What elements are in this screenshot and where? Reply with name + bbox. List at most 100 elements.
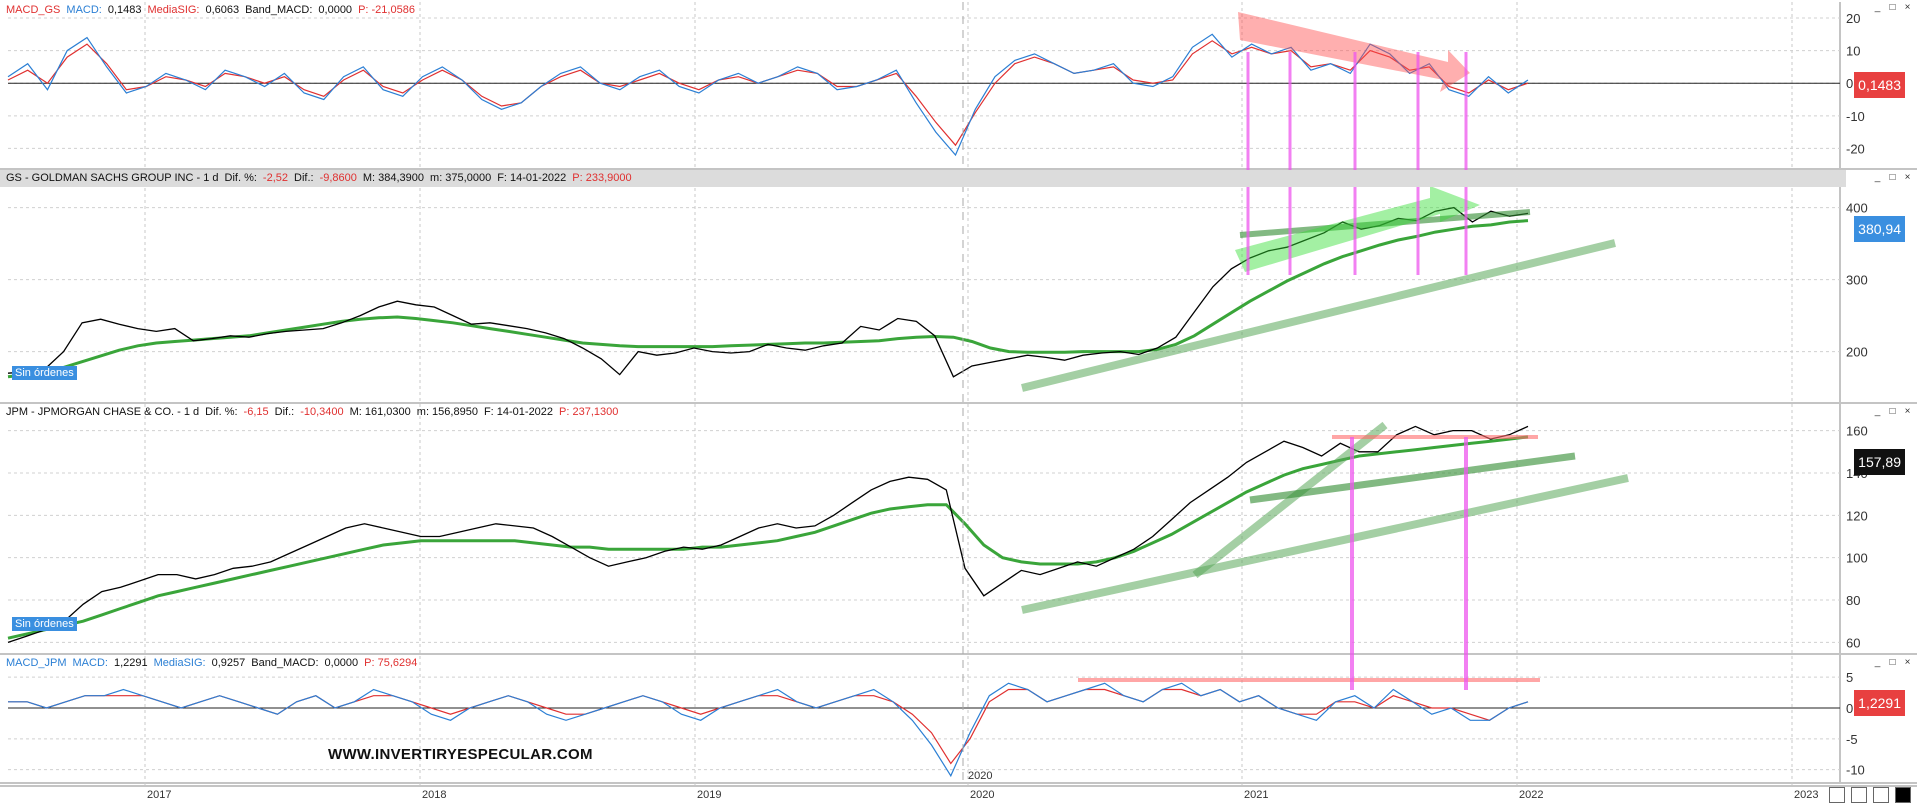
jpm-price-tag: 157,89 <box>1854 449 1905 475</box>
year-tick-label: 2023 <box>1794 789 1818 801</box>
trend-line <box>1021 474 1629 614</box>
header-field: M: 384,3900 <box>362 172 425 184</box>
header-field: 1,2291 <box>113 657 148 669</box>
header-field: Band_MACD: <box>245 4 313 16</box>
price-series-line <box>7 425 1529 644</box>
gs-orders-label[interactable]: Sin órdenes <box>12 366 77 380</box>
maximize-icon[interactable]: □ <box>1889 2 1896 13</box>
macd-jpm-header: MACD_JPM MACD: 1,2291 MediaSIG: 0,9257 Band_M… <box>0 655 423 672</box>
minimize-icon[interactable]: _ <box>1874 657 1881 668</box>
uptrend-arrow <box>1235 186 1480 272</box>
header-field: P: 233,9000 <box>572 172 632 184</box>
header-field: Band_MACD: <box>251 657 319 669</box>
y-tick-label: -5 <box>1846 732 1858 747</box>
y-tick-label: 400 <box>1846 201 1868 216</box>
print-icon[interactable] <box>1873 787 1889 803</box>
header-field: Dif. %: <box>205 406 238 418</box>
macd-jpm-window-controls: _ □ × <box>1872 655 1913 672</box>
header-field: -2,52 <box>262 172 288 184</box>
y-tick-label: 20 <box>1846 11 1860 26</box>
y-tick-label: 200 <box>1846 345 1868 360</box>
y-tick-label: 80 <box>1846 593 1860 608</box>
maximize-icon[interactable]: □ <box>1889 657 1896 668</box>
maximize-icon[interactable]: □ <box>1889 406 1896 417</box>
header-field: 0,0000 <box>324 657 359 669</box>
gs-window-controls: _ □ × <box>1872 170 1913 187</box>
close-icon[interactable]: × <box>1904 657 1911 668</box>
header-field: 0,6063 <box>205 4 240 16</box>
header-field: MediaSIG: <box>153 657 206 669</box>
header-field: F: 14-01-2022 <box>497 172 567 184</box>
header-field: -10,3400 <box>300 406 344 418</box>
bottom-toolbar <box>1829 786 1917 804</box>
header-field: MACD_GS <box>6 4 61 16</box>
y-tick-label: 10 <box>1846 44 1860 59</box>
header-field: F: 14-01-2022 <box>483 406 554 418</box>
header-field: -9,8600 <box>319 172 357 184</box>
year-tick-label: 2019 <box>697 789 721 801</box>
trend-line <box>1239 209 1531 238</box>
header-field: Dif. %: <box>224 172 257 184</box>
header-field: -6,15 <box>243 406 269 418</box>
header-field: P: -21,0586 <box>358 4 415 16</box>
header-field: 0,9257 <box>211 657 246 669</box>
header-field: P: 75,6294 <box>364 657 418 669</box>
header-field: MACD: <box>66 4 102 16</box>
year-tick-label: 2017 <box>147 789 171 801</box>
y-tick-label: 160 <box>1846 424 1868 439</box>
macd-series-line <box>8 682 1529 778</box>
signal-series-line <box>7 40 1529 147</box>
close-icon[interactable]: × <box>1904 172 1911 183</box>
jpm-orders-label[interactable]: Sin órdenes <box>12 617 77 631</box>
close-icon[interactable]: × <box>1904 406 1911 417</box>
jpm-header: JPM - JPMORGAN CHASE & CO. - 1 d Dif. %: -… <box>0 404 624 421</box>
header-field: GS - GOLDMAN SACHS GROUP INC - 1 d <box>6 172 219 184</box>
minimize-icon[interactable]: _ <box>1874 172 1881 183</box>
y-tick-label: 300 <box>1846 273 1868 288</box>
header-field: JPM - JPMORGAN CHASE & CO. - 1 d <box>6 406 200 418</box>
macd-jpm-price-tag: 1,2291 <box>1854 690 1905 716</box>
save-icon[interactable] <box>1851 787 1867 803</box>
y-tick-label: 120 <box>1846 508 1868 523</box>
macd-gs-header: MACD_GS MACD: 0,1483 MediaSIG: 0,6063 Band_MA… <box>0 2 421 19</box>
y-tick-label: 100 <box>1846 551 1868 566</box>
color-swatch-icon[interactable] <box>1895 787 1911 803</box>
header-field: MACD: <box>72 657 108 669</box>
trend-line <box>1021 239 1616 392</box>
close-icon[interactable]: × <box>1904 2 1911 13</box>
header-field: Dif.: <box>274 406 295 418</box>
layout-icon[interactable] <box>1829 787 1845 803</box>
y-tick-label: 5 <box>1846 670 1853 685</box>
y-tick-label: -10 <box>1846 109 1865 124</box>
header-field: Dif.: <box>294 172 314 184</box>
header-field: MediaSIG: <box>147 4 200 16</box>
year-tick-label: 2022 <box>1519 789 1543 801</box>
year-tick-label: 2018 <box>422 789 446 801</box>
macd-series-line <box>7 33 1529 157</box>
header-field: MACD_JPM <box>6 657 67 669</box>
minimize-icon[interactable]: _ <box>1874 2 1881 13</box>
header-field: M: 161,0300 <box>349 406 411 418</box>
header-field: P: 237,1300 <box>559 406 619 418</box>
gs-header: GS - GOLDMAN SACHS GROUP INC - 1 d Dif. %… <box>0 170 1846 187</box>
macd-gs-window-controls: _ □ × <box>1872 0 1913 17</box>
maximize-icon[interactable]: □ <box>1889 172 1896 183</box>
watermark: WWW.INVERTIRYESPECULAR.COM <box>328 746 593 763</box>
header-field: 0,1483 <box>107 4 142 16</box>
header-field: m: 375,0000 <box>430 172 492 184</box>
moving-average-line <box>7 435 1529 640</box>
header-field: 0,0000 <box>318 4 353 16</box>
year-marker-label: 2020 <box>968 770 992 782</box>
price-series-line <box>7 206 1529 378</box>
minimize-icon[interactable]: _ <box>1874 406 1881 417</box>
y-tick-label: 60 <box>1846 635 1860 650</box>
y-tick-label: -20 <box>1846 141 1865 156</box>
header-field: m: 156,8950 <box>416 406 478 418</box>
y-tick-label: 0 <box>1846 701 1853 716</box>
y-tick-label: -10 <box>1846 763 1865 778</box>
gs-price-tag: 380,94 <box>1854 216 1905 242</box>
trend-line <box>1249 452 1576 504</box>
jpm-window-controls: _ □ × <box>1872 404 1913 421</box>
